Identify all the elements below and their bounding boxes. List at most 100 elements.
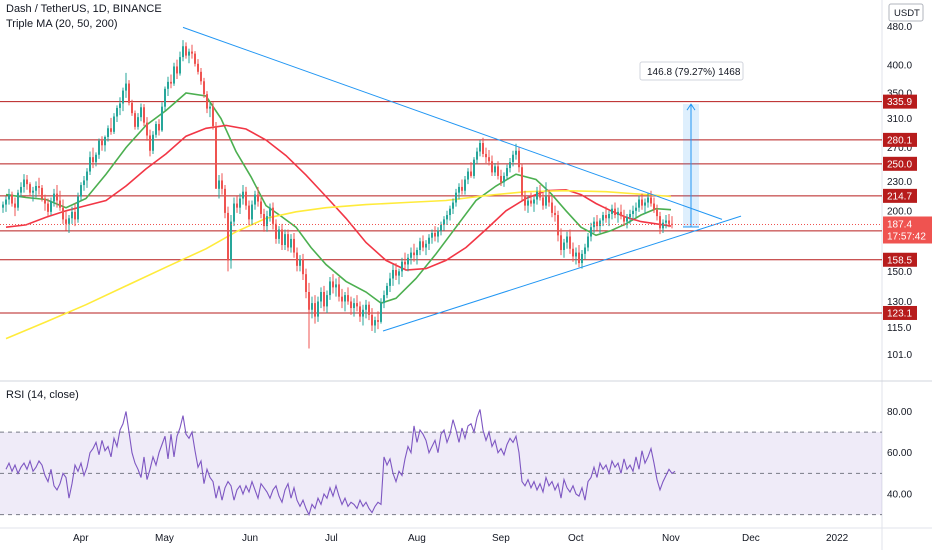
candle (188, 48, 190, 64)
candle-body (350, 301, 352, 309)
candle (176, 59, 178, 80)
candle (647, 192, 649, 208)
candle (113, 113, 115, 135)
candle (155, 121, 157, 138)
candle-body (596, 221, 598, 227)
price-tick-label: 230.0 (887, 177, 912, 188)
candles (2, 40, 673, 349)
horizontal-levels (0, 101, 882, 314)
candle-body (179, 57, 181, 74)
candle-body (377, 320, 379, 322)
candle-body (173, 66, 175, 84)
candle (323, 285, 325, 312)
candle (185, 42, 187, 59)
candle-body (584, 247, 586, 254)
candle (17, 189, 19, 211)
candle (386, 282, 388, 299)
candle-body (422, 241, 424, 248)
candle-body (521, 167, 523, 197)
candle (329, 277, 331, 300)
candle (233, 197, 235, 227)
moving-average-line (5, 92, 672, 304)
candle-body (512, 154, 514, 163)
candle-body (557, 215, 559, 236)
candle-body (140, 107, 142, 118)
candle (167, 76, 169, 97)
currency-badge (888, 3, 924, 22)
candle-body (233, 203, 235, 222)
candle-body (308, 291, 310, 310)
candle-body (296, 252, 298, 266)
candle-body (440, 224, 442, 231)
candle-body (641, 199, 643, 206)
price-tick-label: 130.0 (887, 297, 912, 308)
candle-body (524, 196, 526, 206)
candle-body (647, 197, 649, 203)
candle-body (311, 303, 313, 310)
candle-body (50, 201, 52, 212)
candle-body (92, 157, 94, 163)
candle-body (203, 81, 205, 95)
candle (2, 201, 4, 213)
candle (662, 219, 664, 233)
candle-body (503, 175, 505, 183)
candle (311, 296, 313, 319)
candle-body (356, 303, 358, 307)
candle (416, 247, 418, 265)
candle (371, 308, 373, 331)
candle-body (530, 200, 532, 204)
candle-body (68, 218, 70, 224)
candle (98, 138, 100, 159)
candle (143, 104, 145, 127)
candle-body (320, 291, 322, 302)
candle-body (263, 213, 265, 227)
candle (554, 205, 556, 222)
candle-body (32, 190, 34, 193)
candle (332, 274, 334, 294)
candle-body (236, 203, 238, 208)
candle (605, 206, 607, 223)
candle-body (167, 81, 169, 89)
candle-body (482, 142, 484, 154)
candle-body (17, 192, 19, 208)
candle (377, 311, 379, 330)
candle (353, 298, 355, 317)
candle-body (254, 194, 256, 205)
candle-body (434, 232, 436, 237)
candle-body (41, 187, 43, 199)
candle (452, 198, 454, 214)
candle-body (536, 191, 538, 200)
candle-body (389, 278, 391, 286)
candle (38, 177, 40, 195)
candle (41, 185, 43, 202)
candle (23, 174, 25, 193)
candle (263, 208, 265, 232)
candle-body (71, 211, 73, 219)
candle (449, 205, 451, 221)
level-price-tag-label: 280.1 (887, 135, 912, 146)
candle-body (467, 171, 469, 180)
candle (578, 245, 580, 268)
candle-body (302, 259, 304, 275)
candle (275, 219, 277, 244)
candle (158, 119, 160, 136)
candle-body (383, 295, 385, 304)
candle-body (206, 94, 208, 109)
candle-body (611, 208, 613, 214)
candle-body (518, 150, 520, 168)
candle (446, 210, 448, 225)
candle-body (497, 166, 499, 176)
candle (509, 157, 511, 173)
candle-body (74, 211, 76, 220)
candle-body (638, 199, 640, 208)
candle (413, 243, 415, 262)
candle-body (269, 207, 271, 217)
candle-body (38, 185, 40, 188)
candle-body (659, 216, 661, 229)
candle-body (575, 252, 577, 257)
candle-body (101, 140, 103, 146)
candle-body (620, 211, 622, 217)
candle-body (212, 106, 214, 127)
